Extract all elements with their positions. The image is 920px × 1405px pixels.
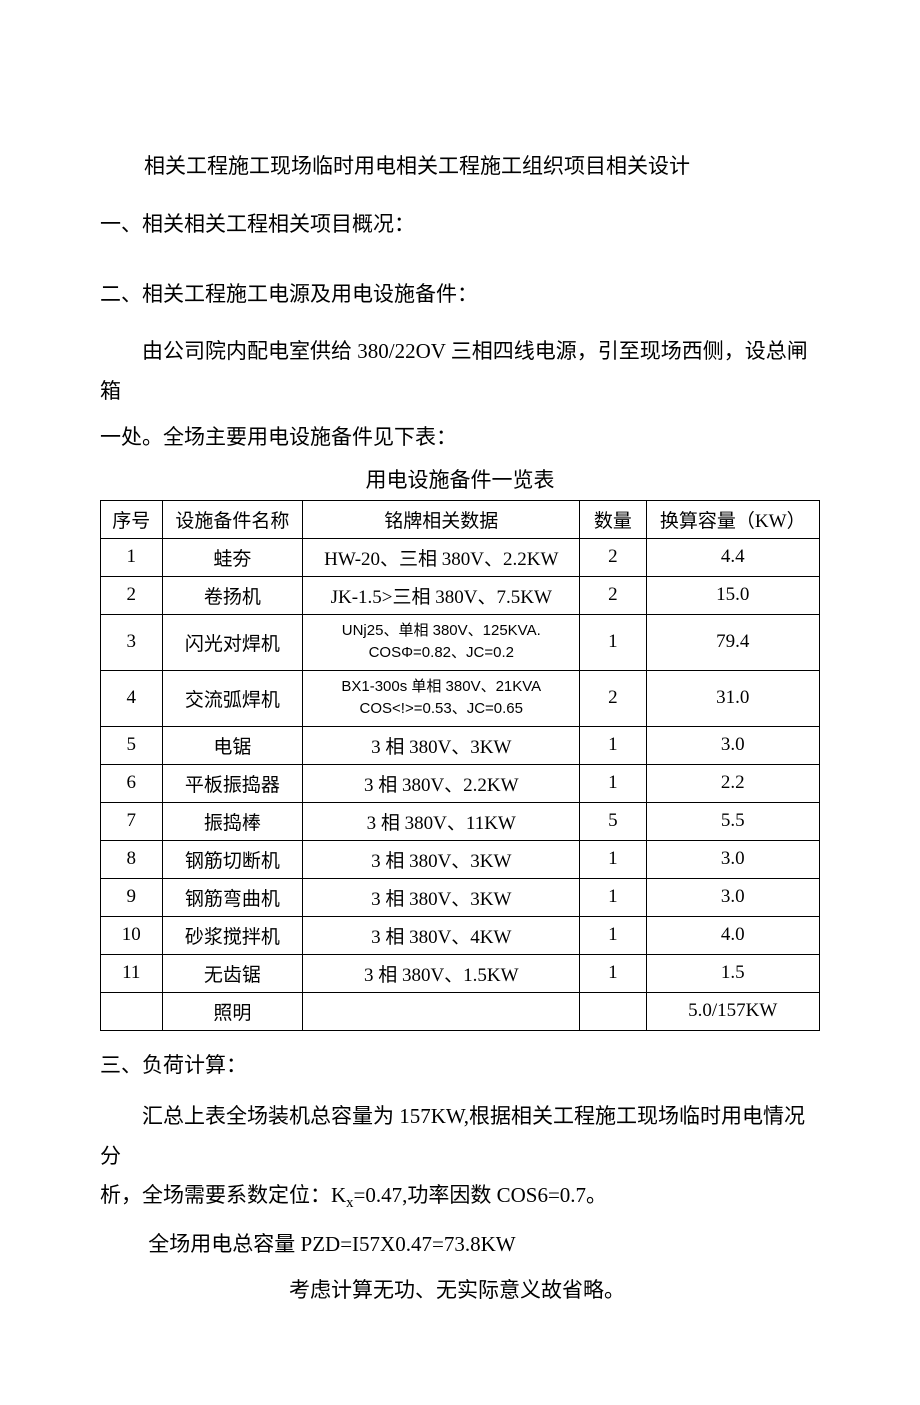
p1b-suffix: =0.47,功率因数 COS6=0.7。 [354, 1183, 608, 1207]
cell-cap: 3.0 [646, 726, 820, 764]
cell-spec: 3 相 380V、4KW [303, 916, 580, 954]
cell-name: 卷扬机 [162, 576, 303, 614]
section-3-p1b: 析，全场需要系数定位：Kx=0.47,功率因数 COS6=0.7。 [100, 1176, 820, 1218]
cell-idx: 3 [101, 614, 163, 670]
cell-spec: 3 相 380V、3KW [303, 840, 580, 878]
document-page: 相关工程施工现场临时用电相关工程施工组织项目相关设计 一、相关相关工程相关项目概… [0, 0, 920, 1405]
table-row: 8钢筋切断机3 相 380V、3KW13.0 [101, 840, 820, 878]
cell-cap: 2.2 [646, 764, 820, 802]
cell-name: 平板振捣器 [162, 764, 303, 802]
cell-idx: 9 [101, 878, 163, 916]
cell-cap: 3.0 [646, 878, 820, 916]
cell-name: 照明 [162, 992, 303, 1030]
cell-cap: 79.4 [646, 614, 820, 670]
cell-name: 蛙夯 [162, 538, 303, 576]
cell-cap: 1.5 [646, 954, 820, 992]
col-header-cap: 换算容量（KW） [646, 500, 820, 538]
cell-spec: UNj25、单相 380V、125KVA.COSΦ=0.82、JC=0.2 [303, 614, 580, 670]
cell-idx: 6 [101, 764, 163, 802]
cell-idx: 4 [101, 670, 163, 726]
table-row: 7振捣棒3 相 380V、11KW55.5 [101, 802, 820, 840]
table-row: 4交流弧焊机BX1-300s 单相 380V、21KVACOS<!>=0.53、… [101, 670, 820, 726]
cell-cap: 4.4 [646, 538, 820, 576]
cell-name: 钢筋切断机 [162, 840, 303, 878]
section-2-p1a: 由公司院内配电室供给 380/22OV 三相四线电源，引至现场西侧，设总闸箱 [100, 332, 820, 412]
cell-name: 无齿锯 [162, 954, 303, 992]
cell-name: 电锯 [162, 726, 303, 764]
cell-qty: 1 [580, 840, 646, 878]
cell-idx: 10 [101, 916, 163, 954]
table-row: 10砂浆搅拌机3 相 380V、4KW14.0 [101, 916, 820, 954]
cell-cap: 31.0 [646, 670, 820, 726]
cell-spec: BX1-300s 单相 380V、21KVACOS<!>=0.53、JC=0.6… [303, 670, 580, 726]
table-row: 1蛙夯HW-20、三相 380V、2.2KW24.4 [101, 538, 820, 576]
table-row: 11无齿锯3 相 380V、1.5KW11.5 [101, 954, 820, 992]
cell-idx: 11 [101, 954, 163, 992]
cell-qty: 1 [580, 726, 646, 764]
cell-qty [580, 992, 646, 1030]
table-row: 5电锯3 相 380V、3KW13.0 [101, 726, 820, 764]
cell-idx [101, 992, 163, 1030]
table-caption: 用电设施备件一览表 [100, 464, 820, 494]
cell-spec [303, 992, 580, 1030]
cell-name: 振捣棒 [162, 802, 303, 840]
table-row: 9钢筋弯曲机3 相 380V、3KW13.0 [101, 878, 820, 916]
cell-name: 闪光对焊机 [162, 614, 303, 670]
cell-cap: 5.0/157KW [646, 992, 820, 1030]
cell-idx: 7 [101, 802, 163, 840]
cell-cap: 4.0 [646, 916, 820, 954]
cell-qty: 1 [580, 614, 646, 670]
section-3-p3: 考虑计算无功、无实际意义故省略。 [100, 1274, 820, 1304]
cell-spec: JK-1.5>三相 380V、7.5KW [303, 576, 580, 614]
cell-name: 砂浆搅拌机 [162, 916, 303, 954]
cell-spec: 3 相 380V、3KW [303, 726, 580, 764]
cell-spec: 3 相 380V、3KW [303, 878, 580, 916]
table-row: 6平板振捣器3 相 380V、2.2KW12.2 [101, 764, 820, 802]
col-header-spec: 铭牌相关数据 [303, 500, 580, 538]
section-1-heading: 一、相关相关工程相关项目概况： [100, 208, 820, 238]
cell-spec: HW-20、三相 380V、2.2KW [303, 538, 580, 576]
cell-spec: 3 相 380V、2.2KW [303, 764, 580, 802]
cell-qty: 1 [580, 764, 646, 802]
col-header-qty: 数量 [580, 500, 646, 538]
cell-qty: 2 [580, 538, 646, 576]
table-row: 3闪光对焊机UNj25、单相 380V、125KVA.COSΦ=0.82、JC=… [101, 614, 820, 670]
cell-idx: 2 [101, 576, 163, 614]
table-header-row: 序号 设施备件名称 铭牌相关数据 数量 换算容量（KW） [101, 500, 820, 538]
p1b-prefix: 析，全场需要系数定位：K [100, 1183, 346, 1207]
table-row: 照明 5.0/157KW [101, 992, 820, 1030]
cell-idx: 1 [101, 538, 163, 576]
col-header-name: 设施备件名称 [162, 500, 303, 538]
cell-idx: 8 [101, 840, 163, 878]
cell-cap: 3.0 [646, 840, 820, 878]
col-header-idx: 序号 [101, 500, 163, 538]
cell-cap: 15.0 [646, 576, 820, 614]
cell-qty: 1 [580, 878, 646, 916]
document-title: 相关工程施工现场临时用电相关工程施工组织项目相关设计 [100, 150, 820, 180]
cell-qty: 5 [580, 802, 646, 840]
cell-spec: 3 相 380V、1.5KW [303, 954, 580, 992]
section-3-p1a: 汇总上表全场装机总容量为 157KW,根据相关工程施工现场临时用电情况分 [100, 1097, 820, 1177]
equipment-table: 序号 设施备件名称 铭牌相关数据 数量 换算容量（KW） 1蛙夯HW-20、三相… [100, 500, 820, 1031]
cell-name: 交流弧焊机 [162, 670, 303, 726]
section-2-heading: 二、相关工程施工电源及用电设施备件： [100, 278, 820, 308]
table-row: 2卷扬机JK-1.5>三相 380V、7.5KW215.0 [101, 576, 820, 614]
cell-qty: 1 [580, 916, 646, 954]
cell-name: 钢筋弯曲机 [162, 878, 303, 916]
section-3-heading: 三、负荷计算： [100, 1049, 820, 1079]
section-2-p1b: 一处。全场主要用电设施备件见下表： [100, 418, 820, 458]
cell-idx: 5 [101, 726, 163, 764]
p1b-sub: x [346, 1196, 353, 1212]
cell-cap: 5.5 [646, 802, 820, 840]
cell-qty: 2 [580, 576, 646, 614]
cell-qty: 1 [580, 954, 646, 992]
section-3-p2: 全场用电总容量 PZD=I57X0.47=73.8KW [100, 1225, 820, 1265]
cell-spec: 3 相 380V、11KW [303, 802, 580, 840]
cell-qty: 2 [580, 670, 646, 726]
